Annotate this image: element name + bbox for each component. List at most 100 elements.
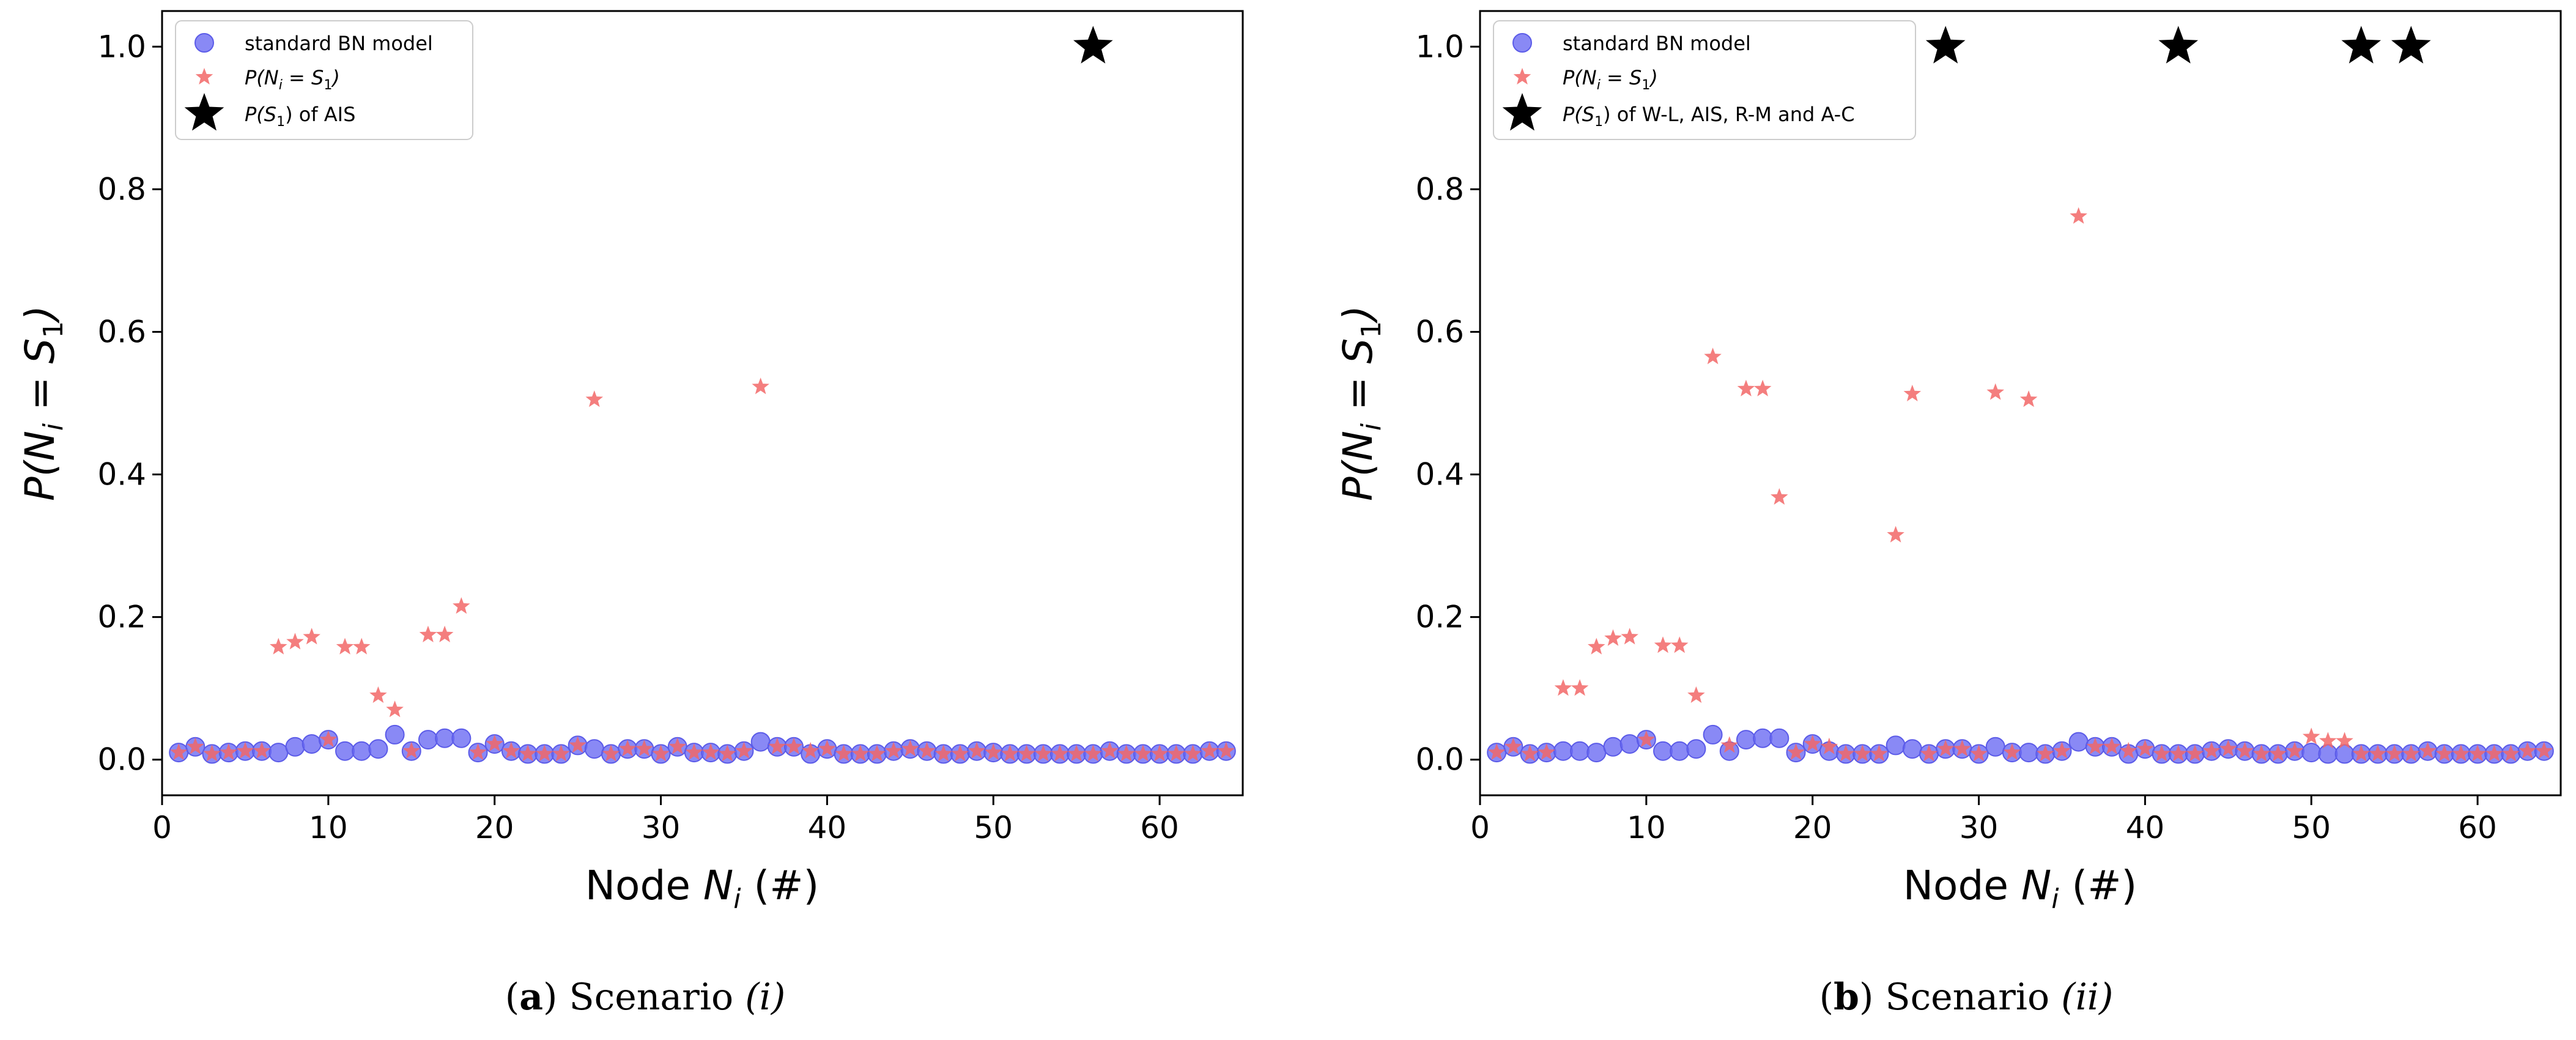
marks-layer xyxy=(169,26,1236,764)
data-point-star xyxy=(785,737,803,754)
legend-entry-3: P(S1) of AIS xyxy=(245,103,355,130)
data-point-bigstar xyxy=(1073,26,1113,64)
y-tick-label: 0.6 xyxy=(1415,314,1464,349)
data-point-circle xyxy=(1586,743,1607,763)
y-tick-label: 0.4 xyxy=(1415,457,1464,492)
y-axis-label: P(Ni = S1) xyxy=(1334,305,1387,501)
data-point-star xyxy=(319,730,338,748)
y-axis-label-s-sub: 1 xyxy=(1356,321,1387,338)
data-point-star xyxy=(386,700,404,718)
x-tick-label: 60 xyxy=(1140,810,1179,845)
data-point-star xyxy=(2202,741,2221,759)
data-point-circle xyxy=(352,741,372,761)
legend-entry-2-var: N xyxy=(264,66,279,89)
data-point-star xyxy=(1887,526,1904,543)
x-axis-label-suffix: (#) xyxy=(2059,862,2137,909)
data-point-star xyxy=(735,741,753,759)
legend-entry-2-prefix: P( xyxy=(1563,66,1583,89)
y-axis-label: P(Ni = S1) xyxy=(17,305,69,501)
legend-black-star-marker xyxy=(184,93,224,131)
data-point-star xyxy=(818,740,836,757)
legend-entry-3-s: S xyxy=(1582,103,1594,126)
data-point-star xyxy=(951,745,969,762)
y-axis-label-sub: i xyxy=(38,423,69,431)
data-point-circle xyxy=(2334,744,2355,764)
data-point-star xyxy=(435,625,454,642)
x-axis: 0 10 20 30 40 50 60 xyxy=(152,795,1179,845)
data-point-star xyxy=(701,743,720,760)
data-point-star xyxy=(1903,384,1922,401)
x-tick-label: 10 xyxy=(309,810,348,845)
data-point-star xyxy=(1067,745,1086,762)
data-point-circle xyxy=(268,743,289,763)
data-point-star xyxy=(868,745,886,762)
x-tick-label: 0 xyxy=(152,810,172,845)
data-point-star xyxy=(1804,735,1821,752)
data-point-circle xyxy=(1686,739,1706,759)
data-point-star xyxy=(2186,745,2204,762)
x-tick-label: 40 xyxy=(2126,810,2165,845)
data-point-star xyxy=(1487,743,1506,760)
data-point-star xyxy=(286,633,304,650)
legend-circle-marker xyxy=(1512,33,1532,53)
star-series xyxy=(1487,207,2553,762)
data-point-circle xyxy=(1619,734,1640,754)
x-axis: 0 10 20 30 40 50 60 xyxy=(1470,795,2497,845)
x-axis-label-suffix: (#) xyxy=(741,862,820,909)
data-point-circle xyxy=(1553,741,1573,761)
caption-a-letter: a xyxy=(519,976,543,1019)
data-point-star xyxy=(2136,740,2154,757)
data-point-circle xyxy=(418,730,438,750)
legend-entry-2-sub: i xyxy=(1597,78,1601,93)
y-tick-label: 0.0 xyxy=(1415,742,1464,778)
legend-black-star-marker xyxy=(1502,93,1542,131)
data-point-star xyxy=(236,741,254,759)
data-point-star xyxy=(1201,741,1218,759)
data-point-circle xyxy=(1570,741,1590,761)
data-point-star xyxy=(2003,743,2021,760)
data-point-star xyxy=(2070,207,2087,224)
legend-entry-2-close: ) xyxy=(331,66,339,89)
legend: standard BN model P(Ni = S1) P(S1) of W-… xyxy=(1493,20,1916,140)
data-point-star xyxy=(2037,745,2054,762)
x-axis-label-var: N xyxy=(2021,862,2051,909)
data-point-star xyxy=(303,628,320,645)
data-point-star xyxy=(1654,636,1672,653)
caption-a-italic: (i) xyxy=(745,976,785,1019)
data-point-star xyxy=(652,745,670,762)
data-point-star xyxy=(1538,743,1555,760)
caption-b-italic: (ii) xyxy=(2061,976,2113,1019)
data-point-star xyxy=(851,745,870,762)
legend-entry-3-prefix: P( xyxy=(1563,103,1583,126)
data-point-star xyxy=(618,740,637,757)
data-point-star xyxy=(2119,741,2137,759)
data-point-star xyxy=(984,743,1002,760)
data-point-star xyxy=(1870,745,1888,762)
data-point-circle xyxy=(1603,737,1623,757)
data-point-star xyxy=(1771,488,1788,505)
y-tick-label: 0.8 xyxy=(97,171,146,207)
data-point-star xyxy=(1820,737,1838,754)
y-axis-label-prefix: P( xyxy=(1334,459,1382,501)
data-point-bigstar xyxy=(1925,26,1966,64)
caption-b-text: Scenario xyxy=(1885,976,2061,1019)
legend-box xyxy=(175,20,473,140)
data-point-star xyxy=(1670,636,1689,653)
x-axis-label-prefix: Node xyxy=(585,862,703,909)
x-axis-label-sub: i xyxy=(2051,883,2059,915)
y-axis-label-var: N xyxy=(1334,431,1382,461)
x-tick-label: 30 xyxy=(642,810,681,845)
data-point-circle xyxy=(2019,743,2039,763)
data-point-circle xyxy=(1736,730,1756,750)
data-point-star xyxy=(1853,745,1871,762)
marks-layer xyxy=(1487,26,2554,764)
y-tick-label: 0.2 xyxy=(97,600,146,635)
data-point-star xyxy=(220,743,237,760)
data-point-star xyxy=(768,737,786,754)
data-point-star xyxy=(2519,741,2536,759)
plot-frame xyxy=(161,10,1244,797)
y-axis-label-s: S xyxy=(17,338,64,364)
data-point-star xyxy=(1837,745,1855,762)
x-axis-label: Node Ni (#) xyxy=(585,862,820,915)
